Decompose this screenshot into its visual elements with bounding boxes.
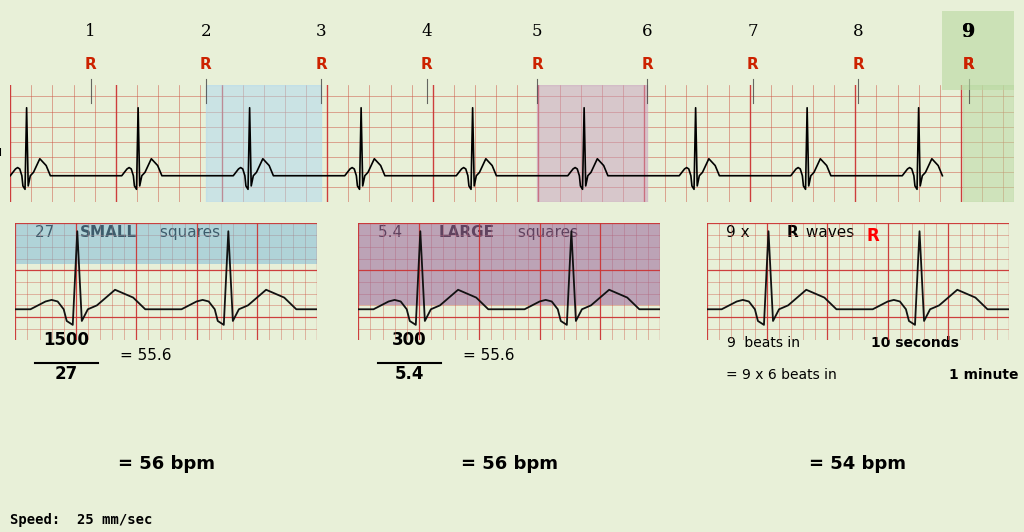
Text: R: R [85, 57, 96, 72]
Text: 9: 9 [962, 23, 975, 40]
Text: 6: 6 [642, 23, 652, 39]
Text: 1 minute: 1 minute [949, 368, 1019, 381]
Text: 27: 27 [35, 225, 59, 239]
Text: waves: waves [802, 225, 855, 239]
Text: SMALL: SMALL [80, 225, 137, 239]
Text: R: R [421, 57, 432, 72]
Bar [206, 85, 322, 202]
Text: = 56 bpm: = 56 bpm [461, 455, 558, 473]
Text: R: R [963, 57, 975, 72]
Text: = 54 bpm: = 54 bpm [809, 455, 906, 473]
Text: R: R [746, 57, 759, 72]
Text: II: II [0, 148, 2, 158]
Text: 7: 7 [748, 23, 758, 39]
Text: R: R [866, 227, 879, 245]
Text: 1: 1 [85, 23, 96, 39]
Text: 4: 4 [422, 23, 432, 39]
Text: LARGE: LARGE [438, 225, 495, 239]
Text: 1500: 1500 [43, 331, 89, 349]
Text: 5.4: 5.4 [394, 365, 424, 383]
Text: 300: 300 [392, 331, 427, 349]
Text: R: R [642, 57, 653, 72]
Text: Speed:  25 mm/sec: Speed: 25 mm/sec [10, 513, 153, 527]
Text: 27: 27 [55, 365, 78, 383]
Text: R: R [200, 57, 212, 72]
Text: 9 x: 9 x [726, 225, 755, 239]
Text: 9: 9 [963, 23, 975, 40]
Text: 5: 5 [531, 23, 543, 39]
Text: beats in: beats in [739, 336, 804, 350]
Text: R: R [531, 57, 543, 72]
Text: 3: 3 [316, 23, 327, 39]
Text: = 55.6: = 55.6 [463, 348, 514, 363]
Text: 8: 8 [853, 23, 863, 39]
Bar [537, 85, 647, 202]
Text: 2: 2 [201, 23, 211, 39]
Text: 9: 9 [726, 336, 735, 350]
Text: 5.4: 5.4 [378, 225, 408, 239]
Text: squares: squares [513, 225, 579, 239]
Text: 10 seconds: 10 seconds [870, 336, 958, 350]
Bar [964, 85, 1014, 202]
Bar [358, 218, 660, 305]
FancyBboxPatch shape [942, 11, 1016, 90]
Text: R: R [963, 57, 975, 72]
Text: R: R [315, 57, 328, 72]
Text: = 56 bpm: = 56 bpm [118, 455, 215, 473]
Text: squares: squares [156, 225, 220, 239]
Text: = 55.6: = 55.6 [120, 348, 171, 363]
Text: = 9 x 6 beats in: = 9 x 6 beats in [726, 368, 842, 381]
Bar [15, 212, 317, 264]
Text: R: R [852, 57, 864, 72]
Text: R: R [786, 225, 798, 239]
